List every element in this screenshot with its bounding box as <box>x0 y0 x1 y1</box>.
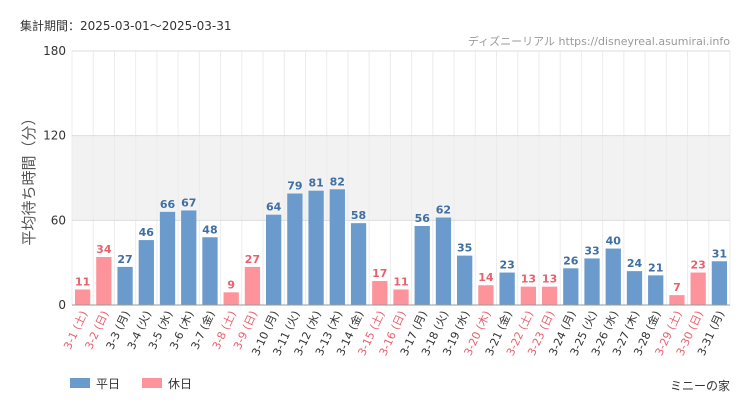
bar-3-13 <box>329 189 345 305</box>
value-label: 64 <box>266 201 282 214</box>
bar-3-25 <box>584 258 600 305</box>
bar-3-11 <box>287 193 303 305</box>
value-labels: 11 34 27 46 66 67 48 9 27 64 79 81 82 58 17 11 56 62 35 14 2… <box>75 175 727 294</box>
value-label: 58 <box>351 209 366 222</box>
bar-3-9 <box>244 266 261 305</box>
attraction-name: ミニーの家 <box>670 378 730 393</box>
bar-3-21 <box>499 272 515 305</box>
y-tick-label: 120 <box>43 129 66 143</box>
value-label: 81 <box>308 177 323 190</box>
value-label: 31 <box>712 247 727 260</box>
y-tick-label: 180 <box>43 44 66 58</box>
value-label: 14 <box>478 271 494 284</box>
bar-3-16 <box>393 289 409 305</box>
legend-swatch-holiday <box>142 378 162 388</box>
bar-3-1 <box>74 289 91 305</box>
legend-swatch-weekday <box>70 378 90 388</box>
value-label: 11 <box>75 275 90 288</box>
legend: 平日 休日 <box>70 377 192 391</box>
value-label: 26 <box>563 254 579 267</box>
value-label: 21 <box>648 261 663 274</box>
bars <box>74 189 728 305</box>
value-label: 23 <box>499 259 514 272</box>
value-label: 82 <box>330 175 345 188</box>
value-label: 66 <box>160 198 176 211</box>
value-label: 34 <box>96 243 112 256</box>
bar-3-17 <box>414 225 430 305</box>
bar-3-24 <box>563 268 579 305</box>
bar-3-6 <box>181 210 197 305</box>
bar-3-7 <box>202 237 218 305</box>
value-label: 9 <box>227 278 235 291</box>
value-label: 35 <box>457 242 472 255</box>
legend-label-holiday: 休日 <box>168 377 192 391</box>
value-label: 40 <box>606 235 622 248</box>
bar-3-4 <box>138 240 154 305</box>
y-axis-label: 平均待ち時間（分） <box>20 110 38 245</box>
bar-3-3 <box>117 266 133 305</box>
bar-3-15 <box>372 281 388 305</box>
value-label: 79 <box>287 180 302 193</box>
value-label: 67 <box>181 196 196 209</box>
bar-3-22 <box>520 286 536 305</box>
bar-3-26 <box>605 248 621 305</box>
bar-3-27 <box>626 271 643 305</box>
bar-3-12 <box>308 190 324 305</box>
y-tick-label: 60 <box>51 213 66 227</box>
bar-3-19 <box>457 255 473 305</box>
value-label: 46 <box>139 226 155 239</box>
value-label: 23 <box>691 259 706 272</box>
y-tick-label: 0 <box>58 298 66 312</box>
bar-3-14 <box>350 223 367 305</box>
y-axis-ticks: 0 60 120 180 <box>43 44 66 312</box>
grid <box>71 50 731 306</box>
value-label: 7 <box>673 281 681 294</box>
period-label: 集計期間：2025-03-01～2025-03-31 <box>20 18 231 33</box>
value-label: 27 <box>245 253 260 266</box>
bar-3-30 <box>690 272 706 305</box>
value-label: 24 <box>627 257 643 270</box>
value-label: 13 <box>542 273 557 286</box>
bar-3-8 <box>223 292 239 305</box>
value-label: 62 <box>436 204 451 217</box>
bar-3-28 <box>648 275 664 305</box>
legend-label-weekday: 平日 <box>96 377 120 391</box>
shaded-band <box>72 135 730 221</box>
credit-label: ディズニーリアル https://disneyreal.asumirai.inf… <box>468 34 730 48</box>
bar-3-5 <box>159 211 176 305</box>
value-label: 33 <box>584 244 599 257</box>
bar-3-20 <box>478 285 494 305</box>
value-label: 48 <box>202 223 217 236</box>
bar-3-31 <box>711 261 728 305</box>
value-label: 56 <box>415 212 431 225</box>
value-label: 11 <box>393 275 408 288</box>
bar-3-18 <box>435 217 452 305</box>
x-axis-labels: 3-1 (土)3-2 (日)3-3 (月)3-4 (火)3-5 (水)3-6 (… <box>61 308 727 357</box>
bar-3-29 <box>669 295 685 305</box>
value-label: 27 <box>117 253 132 266</box>
bar-3-2 <box>96 257 112 305</box>
bar-3-23 <box>541 286 558 305</box>
value-label: 17 <box>372 267 387 280</box>
bar-3-10 <box>266 214 282 305</box>
value-label: 13 <box>521 273 536 286</box>
